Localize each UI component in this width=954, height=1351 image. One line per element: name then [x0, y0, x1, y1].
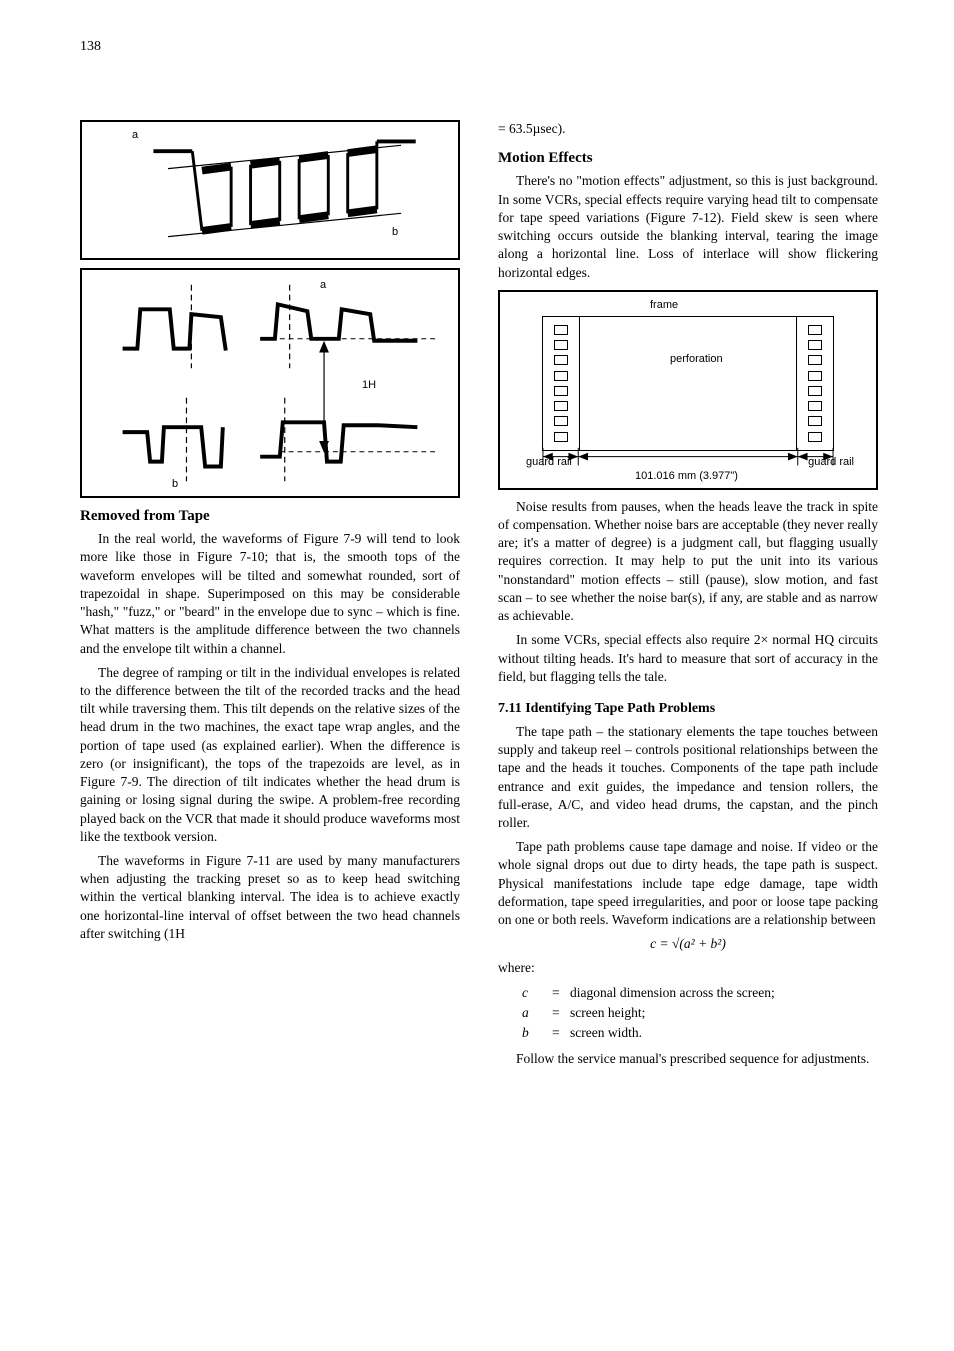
page-number: 138 [80, 38, 101, 57]
fig-7-11-label-a: a [320, 278, 326, 293]
figure-7-10: a b [80, 120, 460, 260]
fig-7-12-dim-svg [500, 292, 876, 488]
sec-7-11-title: 7.11 Identifying Tape Path Problems [498, 700, 878, 719]
fig-7-10-label-a: a [132, 128, 138, 143]
removed-p3: The waveforms in Figure 7‑11 are used by… [80, 852, 460, 943]
figure-7-12: frame perforation 101.016 mm (3.977") gu… [498, 290, 878, 490]
motion-effects-heading: Motion Effects [498, 148, 878, 168]
removed-p1: In the real world, the waveforms of Figu… [80, 530, 460, 658]
fig-7-10-svg [82, 122, 458, 258]
motion-p2: Noise results from pauses, when the head… [498, 498, 878, 626]
fig-7-11-label-1h: 1H [362, 378, 376, 393]
fig-7-11-label-b: b [172, 477, 178, 492]
where-a: screen height; [570, 1004, 645, 1022]
fig-7-11-svg [82, 270, 458, 496]
sec-7-11-p2: Tape path problems cause tape damage and… [498, 838, 878, 929]
where-c: diagonal dimension across the screen; [570, 984, 775, 1002]
removed-p2: The degree of ramping or tilt in the ind… [80, 664, 460, 846]
where-list: c=diagonal dimension across the screen; … [522, 984, 878, 1043]
fig-7-10-label-b: b [392, 225, 398, 240]
where-b: screen width. [570, 1024, 642, 1042]
closing-p: Follow the service manual's prescribed s… [498, 1050, 878, 1068]
motion-p1: There's no "motion effects" adjustment, … [498, 172, 878, 281]
sec-7-11-p1: The tape path – the stationary elements … [498, 723, 878, 832]
formula-pythagoras: c = √(a² + b²) [498, 935, 878, 953]
where-intro: where: [498, 959, 878, 977]
motion-p3: In some VCRs, special effects also requi… [498, 631, 878, 686]
figure-7-11: a b 1H [80, 268, 460, 498]
removed-from-tape-heading: Removed from Tape [80, 506, 460, 526]
cont-p: = 63.5µsec). [498, 120, 878, 138]
